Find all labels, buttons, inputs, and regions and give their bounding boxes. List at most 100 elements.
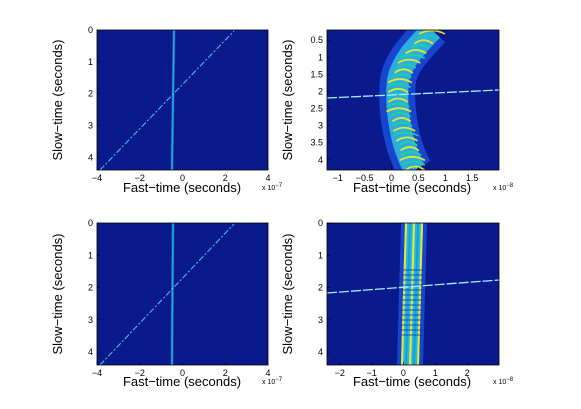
x-tick-label: −1 [333,173,343,183]
y-tick-label: 2 [88,283,93,293]
x-axis: −4 −2 0 2 4 [92,167,271,183]
fringe-line [409,223,415,365]
x-multiplier: x 10−7 [262,377,283,386]
fringe-line [401,223,407,365]
fringe-arc [388,92,408,98]
y-axis-label: Slow−time (seconds) [280,39,295,160]
y-tick-label: 0 [88,25,93,35]
y-tick-label: 2.5 [310,104,323,114]
x-tick-label: 2 [223,368,228,378]
diagonal-streak [99,30,235,170]
plot-area [97,223,268,365]
y-tick-label: 0 [318,218,323,228]
fringe-arc [410,44,430,50]
fringe-arc [418,30,446,35]
x-axis: −2 −1 0 1 2 [335,362,470,378]
vertical-streak-glow [170,30,176,170]
vertical-streak-glow [170,223,175,365]
y-tick-label: 1 [88,57,93,67]
y-tick-label: 2 [88,89,93,99]
fringe-arc [398,141,419,147]
x-multiplier: x 10−8 [493,183,514,192]
diagonal-streak [327,279,499,294]
y-tick-label: 4 [318,347,323,357]
x-tick-label: −2 [135,368,145,378]
y-tick-label: 1 [318,250,323,260]
fringe-arc [387,78,413,84]
fringe-arc [399,53,426,60]
fringe-arc [400,151,422,157]
plot-frame [326,29,500,171]
fringes [401,223,424,365]
y-axis: 0 1 2 3 4 [88,25,100,162]
plot-area [97,30,268,170]
fringe-arc [391,73,412,79]
fringe-arc [386,102,410,108]
y-tick-label: 2 [318,283,323,293]
x-multiplier: x 10−7 [262,183,283,192]
fringe-arc [393,121,413,128]
x-tick-label: −4 [92,173,102,183]
x-axis-label: Fast−time (seconds) [123,374,241,389]
y-tick-label: 0 [88,218,93,228]
y-tick-label: 3 [88,120,93,130]
x-tick-label: 0.5 [412,173,425,183]
x-tick-label: −2 [135,173,145,183]
plot-frame [326,222,500,366]
x-tick-label: −1 [366,368,376,378]
y-axis: 0 1 2 3 4 [88,218,100,357]
x-tick-label: −2 [335,368,345,378]
heatmap-marks [99,223,235,365]
y-axis-label: Slow−time (seconds) [50,233,65,354]
fringe-arc [405,165,426,170]
heatmap-marks [327,30,499,170]
curved-band-core [386,30,441,170]
heatmap-marks [327,223,499,365]
fringe-line [413,223,419,365]
diagonal-streak [327,89,499,99]
fringe-arc [413,39,434,45]
x-multiplier: x 10−8 [493,377,514,386]
panel-top-left: −4 −2 0 2 4 0 1 2 3 4 Fast−time (seconds) Slow−t… [50,25,283,195]
fringe-arc [386,107,412,113]
y-axis: 0.5 1 1.5 2 2.5 3 3.5 4 [310,35,330,165]
fringe-arc [402,160,426,166]
fringe-arc [396,63,417,69]
panel-bottom-right: −2 −1 0 1 2 0 1 2 3 4 Fast−time (seconds) Slow−t… [280,218,514,389]
fringe-arc [386,83,411,89]
fringe-arc [392,126,416,132]
y-tick-label: 4 [88,347,93,357]
y-tick-label: 1 [318,52,323,62]
y-tick-label: 2 [318,86,323,96]
panel-top-right: −1 −0.5 0 0.5 1 1.5 0.5 1 1.5 2 2.5 3 3.5 4 Fast−tim… [280,29,514,195]
fringe-arc [387,87,409,94]
x-tick-label: 0 [180,173,185,183]
fringe-line [405,223,411,365]
fringe-arc [392,131,419,137]
x-axis-label: Fast−time (seconds) [353,374,471,389]
fringe-arc [395,136,419,142]
y-tick-label: 0.5 [310,35,323,45]
fringe-arc [399,155,426,162]
y-tick-label: 1 [88,250,93,260]
fringe-arc [387,97,409,103]
x-tick-label: 4 [265,173,270,183]
fringe-arc [394,68,414,74]
y-tick-label: 4 [318,155,323,165]
fringe-line [417,223,423,365]
y-axis-label: Slow−time (seconds) [50,39,65,160]
x-axis: −1 −0.5 0 0.5 1 1.5 [333,167,478,183]
fringe-arc [405,49,427,55]
fringes [386,30,446,170]
fringe-arc [397,58,421,64]
fringe-arc [416,34,440,40]
x-tick-label: −0.5 [356,173,374,183]
y-axis: 0 1 2 3 4 [318,218,330,357]
x-tick-label: 1 [443,173,448,183]
x-tick-label: 2 [465,368,470,378]
fringe-arc [389,112,411,118]
y-tick-label: 3 [318,315,323,325]
y-tick-label: 3 [318,121,323,131]
fringe-arc [391,117,412,123]
